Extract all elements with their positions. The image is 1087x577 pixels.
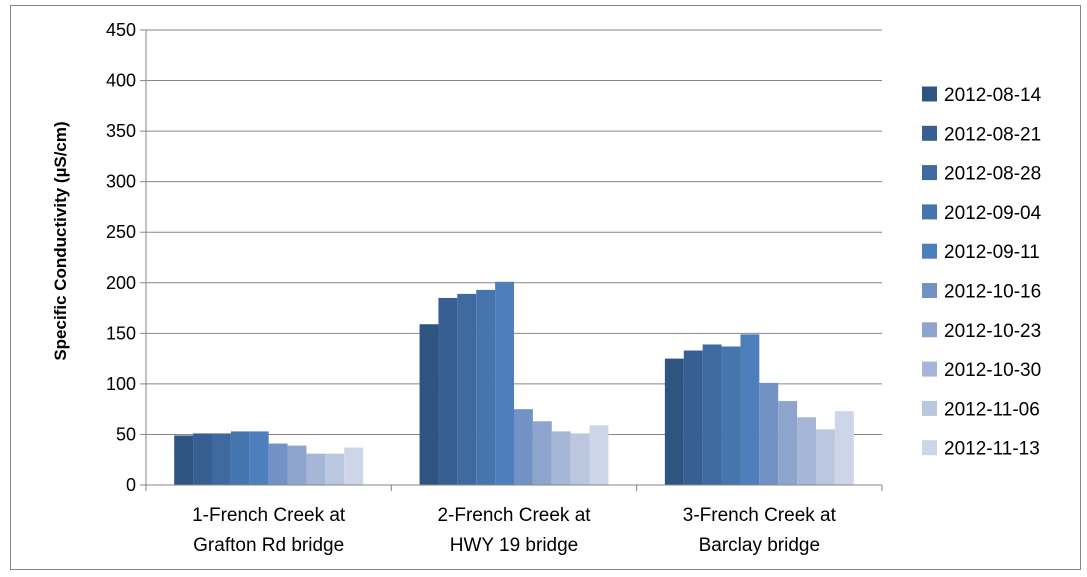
legend: 2012-08-14 2012-08-21 2012-08-28 2012-09-04… — [922, 85, 1042, 460]
legend-swatch — [922, 86, 937, 102]
bar — [457, 293, 477, 485]
bar — [683, 350, 703, 485]
bar — [495, 281, 514, 485]
bars — [174, 281, 854, 485]
bar — [325, 453, 345, 485]
legend-swatch — [922, 165, 937, 181]
y-tick-label: 450 — [106, 20, 136, 40]
bar — [834, 411, 854, 485]
x-category-label: 1-French Creek at — [192, 505, 346, 526]
y-axis-title: Specific Conductivity (µS/cm) — [51, 121, 70, 360]
legend-swatch — [922, 400, 937, 416]
x-category-label: 3-French Creek at — [683, 505, 837, 526]
bar — [778, 401, 798, 485]
legend-label: 2012-08-28 — [944, 164, 1041, 185]
x-category-label: 2-French Creek at — [437, 505, 591, 526]
axis-labels: 0 50 100 150 200 250 300 350 400 450 1-French Cree… — [106, 20, 837, 556]
bar — [570, 433, 590, 485]
bar — [740, 334, 760, 485]
legend-swatch — [922, 204, 937, 220]
bar — [419, 324, 439, 485]
y-tick-label: 150 — [106, 323, 136, 343]
bar — [532, 421, 552, 485]
y-tick-label: 400 — [106, 71, 136, 91]
y-tick-label: 300 — [106, 172, 136, 192]
legend-label: 2012-10-23 — [944, 321, 1041, 342]
legend-swatch — [922, 283, 937, 298]
bar — [551, 431, 571, 485]
bar — [174, 435, 194, 485]
legend-swatch — [922, 125, 937, 141]
bar — [476, 289, 496, 485]
chart-frame: 0 50 100 150 200 250 300 350 400 450 1-French Cree… — [10, 5, 1081, 570]
bar — [287, 445, 307, 485]
y-tick-label: 200 — [106, 273, 136, 293]
legend-swatch — [922, 322, 937, 338]
y-tick-label: 50 — [116, 424, 136, 444]
bar — [230, 431, 250, 485]
legend-label: 2012-11-13 — [944, 439, 1040, 460]
bar — [306, 453, 326, 485]
x-category-label: Barclay bridge — [699, 535, 820, 556]
chart-svg: 0 50 100 150 200 250 300 350 400 450 1-French Cree… — [51, 20, 1042, 556]
legend-label: 2012-11-06 — [944, 399, 1040, 420]
bar — [721, 346, 741, 485]
bar — [268, 443, 288, 485]
bar — [438, 297, 458, 485]
bar — [249, 431, 269, 485]
bar — [797, 417, 816, 485]
bar — [702, 344, 722, 485]
axes — [140, 29, 883, 491]
x-category-label: Grafton Rd bridge — [193, 535, 344, 556]
y-tick-label: 0 — [126, 475, 136, 495]
legend-label: 2012-08-14 — [944, 85, 1042, 106]
bar — [664, 358, 684, 485]
bar — [589, 425, 609, 485]
legend-swatch — [922, 243, 937, 259]
y-tick-label: 100 — [106, 374, 136, 394]
gridlines — [146, 29, 882, 435]
bar — [514, 409, 533, 485]
legend-label: 2012-10-16 — [944, 282, 1041, 303]
x-category-label: HWY 19 bridge — [450, 535, 579, 556]
bar — [759, 382, 779, 485]
bar — [344, 447, 364, 485]
y-tick-label: 350 — [106, 121, 136, 141]
y-tick-label: 250 — [106, 222, 136, 242]
legend-swatch — [922, 440, 937, 456]
legend-label: 2012-09-11 — [944, 242, 1040, 263]
bar — [816, 429, 835, 485]
legend-swatch — [922, 361, 937, 377]
bar — [211, 433, 231, 485]
legend-label: 2012-09-04 — [944, 203, 1042, 224]
bar — [193, 433, 212, 485]
legend-label: 2012-10-30 — [944, 360, 1041, 381]
legend-label: 2012-08-21 — [944, 124, 1041, 145]
